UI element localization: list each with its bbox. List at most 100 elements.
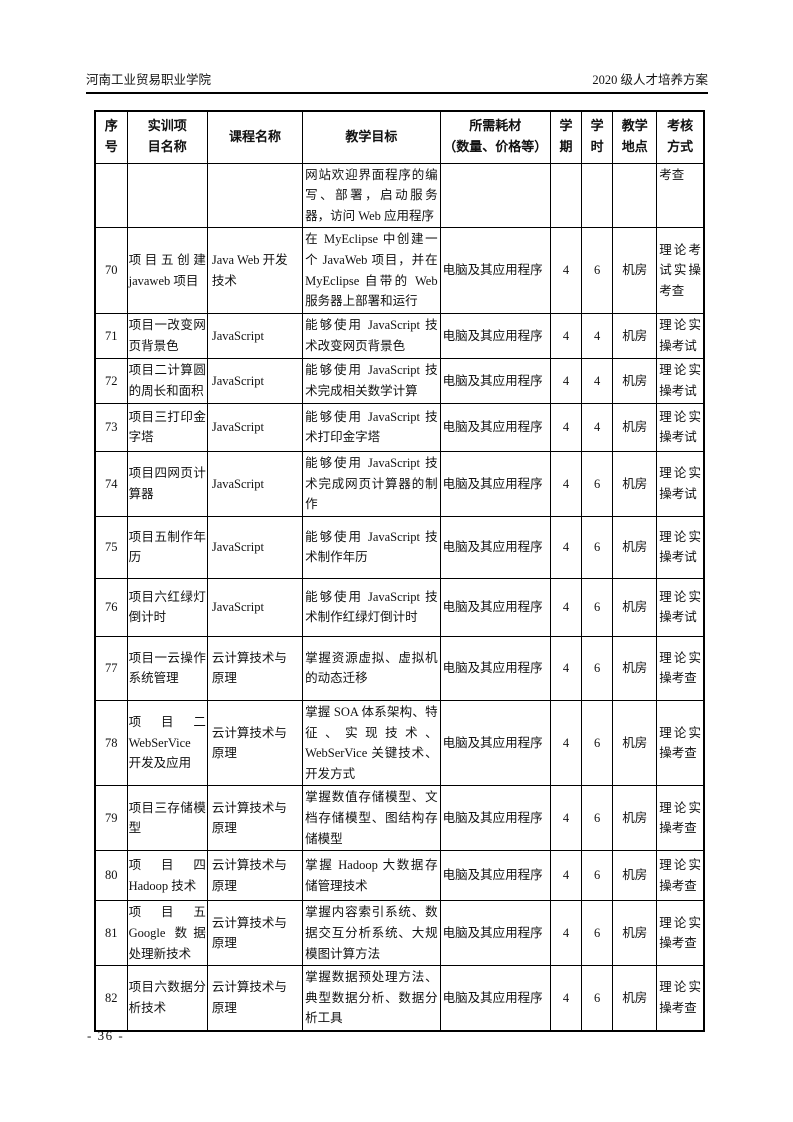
cell-semester: 4 [549, 450, 583, 517]
cell-project: 项目三打印金字塔 [126, 402, 208, 452]
cell-goal: 能够使用 JavaScript 技术完成网页计算器的制作 [302, 450, 441, 517]
cell-assessment: 理论实操考试 [656, 515, 705, 579]
column-header-assessment: 考核 方式 [656, 110, 705, 164]
table-row: 74 项目四网页计算器 JavaScript 能够使用 JavaScript 技术完成… [94, 450, 705, 517]
cell-index: 81 [94, 900, 128, 967]
cell-location: 机房 [612, 850, 658, 902]
cell-project: 项目五 Google 数据处理新技术 [126, 900, 208, 967]
table-row: 77 项目一云操作系统管理 云计算技术与原理 掌握资源虚拟、虚拟机的动态迁移 电脑及其应… [94, 635, 705, 701]
cell-assessment: 理论实操考查 [656, 900, 705, 967]
cell-course: JavaScript [206, 450, 304, 517]
cell-hours: 6 [581, 850, 614, 902]
cell-goal: 掌握数值存储模型、文档存储模型、图结构存储模型 [302, 785, 441, 852]
cell-project: 项目二 WebSerVice 开发及应用 [126, 699, 208, 787]
column-header-course: 课程名称 [206, 110, 304, 164]
cell-project: 项目四 Hadoop 技术 [126, 850, 208, 902]
table-row: 70 项目五创建javaweb 项目 Java Web 开发技术在 MyEclips… [94, 227, 705, 314]
table-row: 75 项目五制作年历 JavaScript 能够使用 JavaScript 技术制作年… [94, 515, 705, 579]
cell-project [126, 162, 208, 229]
cell-materials: 电脑及其应用程序 [439, 312, 551, 359]
cell-semester [549, 162, 583, 229]
cell-index: 74 [94, 450, 128, 517]
cell-project: 项目三存储模型 [126, 785, 208, 852]
cell-course [206, 162, 304, 229]
column-header-project: 实训项 目名称 [126, 110, 208, 164]
header-rule [86, 92, 708, 94]
cell-hours: 6 [581, 699, 614, 787]
cell-project: 项目四网页计算器 [126, 450, 208, 517]
cell-course: 云计算技术与原理 [206, 850, 304, 902]
column-header-index: 序 号 [94, 110, 128, 164]
cell-goal: 网站欢迎界面程序的编写、部署，启动服务器，访问 Web 应用程序 [302, 162, 441, 229]
cell-semester: 4 [549, 312, 583, 359]
cell-location: 机房 [612, 785, 658, 852]
cell-semester: 4 [549, 357, 583, 404]
cell-assessment: 理论实操考查 [656, 635, 705, 701]
cell-hours: 6 [581, 965, 614, 1032]
table-row: 78 项目二 WebSerVice 开发及应用 云计算技术与原理 掌握 SOA 体系架… [94, 699, 705, 787]
cell-location: 机房 [612, 900, 658, 967]
cell-index: 70 [94, 227, 128, 314]
cell-materials [439, 162, 551, 229]
cell-course: Java Web 开发技术 [206, 227, 304, 314]
cell-location: 机房 [612, 515, 658, 579]
cell-index: 72 [94, 357, 128, 404]
page-header: 河南工业贸易职业学院 2020 级人才培养方案 [86, 72, 708, 88]
cell-goal: 能够使用 JavaScript 技术完成相关数学计算 [302, 357, 441, 404]
cell-hours: 6 [581, 785, 614, 852]
cell-index: 76 [94, 577, 128, 637]
cell-hours: 6 [581, 900, 614, 967]
cell-index: 80 [94, 850, 128, 902]
cell-index [94, 162, 128, 229]
cell-assessment: 理论实操考查 [656, 965, 705, 1032]
cell-hours: 4 [581, 402, 614, 452]
cell-project: 项目一改变网页背景色 [126, 312, 208, 359]
cell-materials: 电脑及其应用程序 [439, 402, 551, 452]
cell-semester: 4 [549, 850, 583, 902]
cell-location: 机房 [612, 312, 658, 359]
cell-index: 73 [94, 402, 128, 452]
cell-assessment: 理论考试实操考查 [656, 227, 705, 314]
cell-index: 75 [94, 515, 128, 579]
cell-materials: 电脑及其应用程序 [439, 227, 551, 314]
table-row: 73 项目三打印金字塔 JavaScript 能够使用 JavaScript 技术打印… [94, 402, 705, 452]
cell-materials: 电脑及其应用程序 [439, 515, 551, 579]
column-header-hours: 学 时 [581, 110, 614, 164]
table-row: 81 项目五 Google 数据处理新技术 云计算技术与原理 掌握内容索引系统、数据交… [94, 900, 705, 967]
header-school-name: 河南工业贸易职业学院 [86, 73, 212, 87]
cell-hours: 6 [581, 515, 614, 579]
cell-location: 机房 [612, 357, 658, 404]
column-header-location: 教学 地点 [612, 110, 658, 164]
column-header-goal: 教学目标 [302, 110, 441, 164]
cell-project: 项目五创建javaweb 项目 [126, 227, 208, 314]
cell-assessment: 考查 [656, 162, 705, 229]
cell-materials: 电脑及其应用程序 [439, 635, 551, 701]
cell-assessment: 理论实操考试 [656, 450, 705, 517]
cell-materials: 电脑及其应用程序 [439, 965, 551, 1032]
cell-assessment: 理论实操考试 [656, 312, 705, 359]
cell-assessment: 理论实操考查 [656, 850, 705, 902]
cell-semester: 4 [549, 402, 583, 452]
cell-materials: 电脑及其应用程序 [439, 850, 551, 902]
table-row: 76 项目六红绿灯倒计时 JavaScript 能够使用 JavaScript 技术制… [94, 577, 705, 637]
cell-course: 云计算技术与原理 [206, 965, 304, 1032]
cell-goal: 掌握 SOA 体系架构、特征、实现技术、WebSerVice 关键技术、开发方式 [302, 699, 441, 787]
cell-project: 项目六红绿灯倒计时 [126, 577, 208, 637]
cell-project: 项目二计算圆的周长和面积 [126, 357, 208, 404]
cell-location [612, 162, 658, 229]
table-row: 79 项目三存储模型 云计算技术与原理 掌握数值存储模型、文档存储模型、图结构存储模型… [94, 785, 705, 852]
cell-course: JavaScript [206, 577, 304, 637]
training-projects-table: 序 号实训项 目名称 课程名称 教学目标 所需耗材 （数量、价格等）学 期学 时教学 … [94, 110, 705, 1032]
cell-materials: 电脑及其应用程序 [439, 577, 551, 637]
cell-course: JavaScript [206, 515, 304, 579]
cell-index: 78 [94, 699, 128, 787]
cell-goal: 能够使用 JavaScript 技术改变网页背景色 [302, 312, 441, 359]
cell-project: 项目五制作年历 [126, 515, 208, 579]
header-doc-title: 2020 级人才培养方案 [592, 73, 708, 87]
cell-course: JavaScript [206, 402, 304, 452]
cell-hours: 6 [581, 450, 614, 517]
cell-goal: 掌握 Hadoop 大数据存储管理技术 [302, 850, 441, 902]
table-row: 71 项目一改变网页背景色 JavaScript 能够使用 JavaScript 技术… [94, 312, 705, 359]
cell-location: 机房 [612, 965, 658, 1032]
